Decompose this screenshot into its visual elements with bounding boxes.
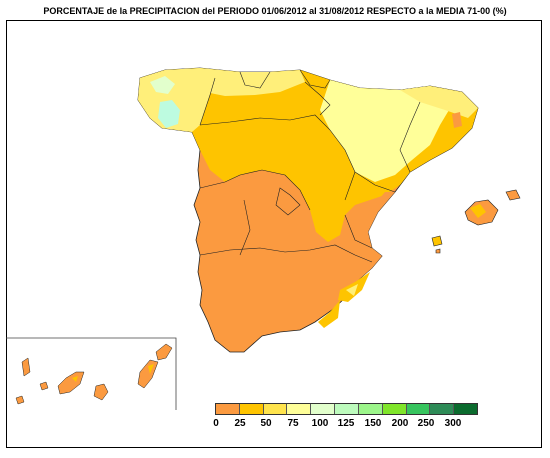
galicia-mint-area [158,100,180,128]
southeast-yellow-patch [346,284,358,296]
menorca-island [505,189,521,201]
legend-label: 150 [364,418,382,429]
legend-swatch-5 [335,404,359,414]
legend-color-bar [215,403,478,415]
legend-swatch-9 [430,404,455,414]
fuerteventura-island [137,359,159,389]
ibiza-island [431,235,443,247]
ebro-yellow-region [320,80,455,182]
la-gomera-island [39,381,49,391]
legend-label: 25 [234,418,246,429]
legend-swatch-8 [406,404,431,414]
legend-label: 200 [391,418,409,429]
legend-swatch-1 [239,404,264,414]
legend-swatch-6 [358,404,383,414]
la-palma-island [21,357,31,377]
legend-swatch-4 [311,404,336,414]
legend-swatch-7 [382,404,407,414]
legend-labels: 0 25 50 75 100 125 150 200 250 300 [0,418,550,432]
andalusia-amber-strip [318,300,340,328]
catalonia-orange-spot [452,112,462,128]
legend-label: 75 [287,418,299,429]
legend-label: 125 [337,418,355,429]
central-amber-zone [300,178,345,242]
legend-label: 0 [213,418,219,429]
legend-label: 250 [417,418,435,429]
cantabrian-yellow-band [200,68,305,96]
pyrenees-yellow [400,86,478,118]
lanzarote-island [155,343,173,361]
tenerife-amber [72,376,78,382]
legend-swatch-2 [263,404,288,414]
gran-canaria-island [93,383,109,401]
canary-inset-box [6,337,177,410]
galicia-green-patch [150,76,175,94]
el-hierro-island [15,395,25,405]
legend-label: 50 [260,418,272,429]
legend-swatch-3 [287,404,312,414]
legend-label: 300 [444,418,462,429]
legend-label: 100 [311,418,329,429]
legend-swatch-0 [216,404,240,414]
levante-dry-zone [350,192,395,282]
map-title: PORCENTAJE de la PRECIPITACION del PERIO… [43,6,507,16]
legend-swatch-10 [454,404,477,414]
mallorca-amber-area [470,204,486,218]
regional-boundaries [199,69,421,263]
canary-islands [15,343,173,405]
tenerife-island [57,371,85,395]
fuerteventura-amber [148,364,154,374]
formentera-island [435,248,441,254]
